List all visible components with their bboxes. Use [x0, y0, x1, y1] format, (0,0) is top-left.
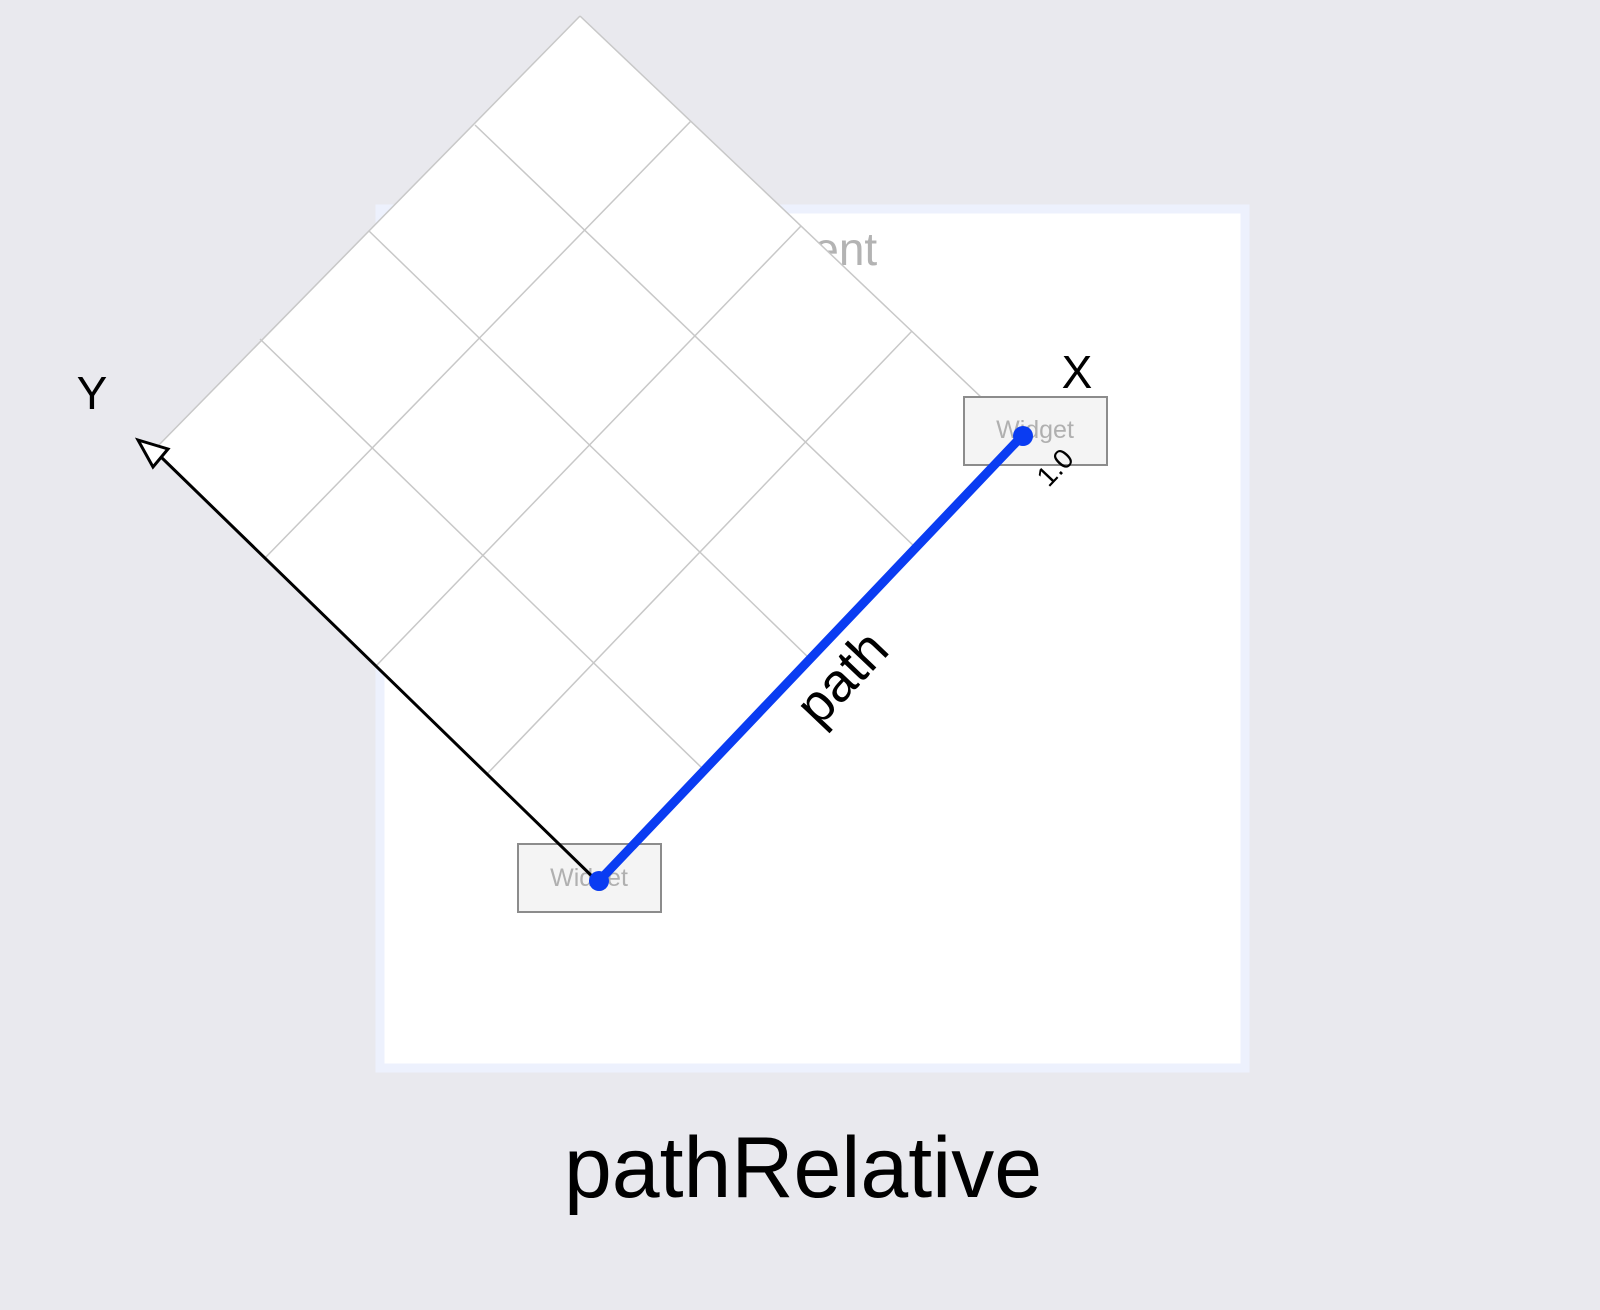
y-axis-arrowhead: [134, 437, 171, 470]
y-axis-label: Y: [77, 367, 108, 419]
widget-end[interactable]: Widget: [963, 396, 1108, 466]
y-axis-line: [158, 454, 600, 884]
relative-path: [589, 426, 1033, 891]
widget-end-box: [963, 396, 1108, 466]
widget-end-label: Widget: [996, 416, 1074, 444]
diagram-caption: pathRelative: [564, 1120, 1042, 1216]
path-line: [593, 431, 1027, 887]
path-end-dot: [1013, 426, 1033, 446]
y-axis: [134, 437, 600, 884]
widget-start[interactable]: Widget: [517, 843, 662, 913]
x-axis-label: X: [1062, 346, 1093, 398]
path-start-dot: [589, 871, 609, 891]
